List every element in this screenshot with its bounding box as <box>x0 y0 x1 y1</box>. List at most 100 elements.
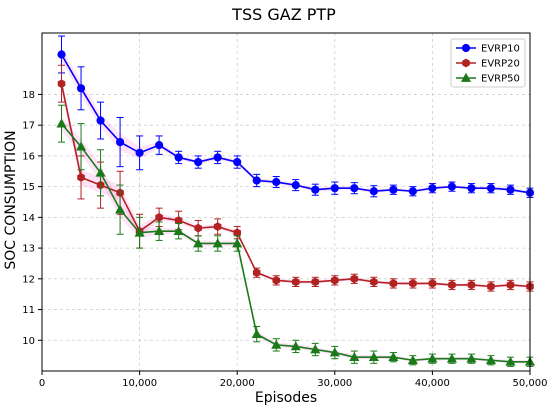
data-point-evrp10 <box>350 184 359 193</box>
data-point-evrp10 <box>506 185 515 194</box>
data-point-evrp10 <box>233 157 242 167</box>
x-tick-label: 20,000 <box>220 378 255 389</box>
y-axis-title: SOC CONSUMPTION <box>3 130 19 269</box>
data-point-evrp20 <box>428 279 437 288</box>
data-point-evrp50 <box>505 356 516 366</box>
y-tick-label: 18 <box>22 90 35 101</box>
data-point-evrp50 <box>115 204 126 214</box>
data-point-evrp50 <box>56 118 67 128</box>
data-point-evrp50 <box>349 351 360 362</box>
data-point-evrp50 <box>95 167 106 177</box>
chart-title: TSS GAZ PTP <box>231 5 336 24</box>
data-point-evrp10 <box>408 187 417 196</box>
legend-label-evrp10: EVRP10 <box>481 44 520 55</box>
y-axis: 10 11 12 13 14 15 16 17 18 <box>22 90 42 347</box>
data-point-evrp10 <box>330 184 339 193</box>
data-point-evrp10 <box>447 182 457 191</box>
data-point-evrp10 <box>486 184 496 193</box>
x-tick-label: 0 <box>39 378 45 389</box>
data-point-evrp10 <box>96 116 105 125</box>
data-point-evrp50 <box>232 238 243 248</box>
error-bands <box>61 48 531 364</box>
series-evrp10 <box>57 35 535 198</box>
series-evrp20 <box>57 64 534 292</box>
data-point-evrp20 <box>291 277 300 287</box>
data-point-evrp50 <box>173 225 184 236</box>
data-point-evrp20 <box>448 280 456 290</box>
data-point-evrp20 <box>252 268 261 278</box>
data-point-evrp50 <box>466 353 477 363</box>
data-point-evrp10 <box>311 185 320 194</box>
data-point-evrp20 <box>331 275 339 285</box>
data-point-evrp10 <box>389 185 398 194</box>
data-point-evrp50 <box>75 141 87 151</box>
data-point-evrp50 <box>427 353 438 363</box>
legend-marker-evrp20 <box>462 58 470 68</box>
data-point-evrp10 <box>194 157 203 167</box>
legend-marker-evrp10 <box>461 43 471 53</box>
data-point-evrp50 <box>290 341 301 351</box>
data-point-evrp50 <box>134 227 145 237</box>
data-point-evrp20 <box>57 79 66 89</box>
data-point-evrp10 <box>272 177 281 187</box>
data-point-evrp20 <box>487 282 495 291</box>
data-point-evrp10 <box>135 148 144 157</box>
data-point-evrp50 <box>251 328 262 338</box>
y-tick-label: 11 <box>22 305 35 316</box>
y-tick-label: 12 <box>22 274 35 285</box>
series-evrp50 <box>56 104 536 367</box>
legend-label-evrp50: EVRP50 <box>481 74 520 85</box>
data-point-evrp20 <box>311 277 320 287</box>
legend-label-evrp20: EVRP20 <box>481 59 520 70</box>
legend-marker-evrp50 <box>460 72 472 82</box>
x-tick-label: 50,000 <box>513 378 548 389</box>
data-point-evrp20 <box>213 222 222 231</box>
y-tick-label: 13 <box>22 244 35 255</box>
data-point-evrp10 <box>291 181 300 190</box>
data-point-evrp20 <box>350 274 359 284</box>
plot-frame <box>41 32 531 372</box>
data-point-evrp50 <box>485 355 497 365</box>
data-point-evrp50 <box>368 351 379 362</box>
data-point-evrp20 <box>272 275 281 285</box>
data-point-evrp20 <box>467 280 476 290</box>
data-point-evrp10 <box>467 184 476 193</box>
data-point-evrp50 <box>271 339 282 349</box>
y-tick-label: 10 <box>22 336 35 347</box>
y-tick-label: 17 <box>22 121 35 132</box>
legend-box <box>450 38 526 88</box>
data-point-evrp10 <box>57 50 66 59</box>
x-tick-label: 40,000 <box>415 378 450 389</box>
data-point-evrp10 <box>369 187 378 196</box>
data-point-evrp10 <box>174 153 183 162</box>
data-point-evrp20 <box>409 279 417 288</box>
data-point-evrp20 <box>194 223 202 233</box>
data-point-evrp20 <box>155 212 163 222</box>
y-tick-label: 15 <box>22 182 35 193</box>
data-point-evrp50 <box>154 225 165 236</box>
legend: EVRP10 EVRP20 EVRP50 <box>450 38 526 88</box>
x-axis: 0 10,000 20,000 30,000 40,000 50,000 <box>39 371 548 389</box>
data-point-evrp50 <box>446 353 457 363</box>
data-point-evrp50 <box>407 355 418 365</box>
x-tick-label: 10,000 <box>122 378 157 389</box>
data-point-evrp20 <box>506 280 515 290</box>
data-point-evrp50 <box>193 238 204 248</box>
data-point-evrp10 <box>76 84 86 93</box>
series-line-evrp50 <box>60 123 530 363</box>
data-point-evrp50 <box>212 238 223 248</box>
series-layer <box>56 35 536 367</box>
data-point-evrp50 <box>329 347 340 357</box>
y-tick-label: 14 <box>22 213 35 224</box>
data-point-evrp20 <box>77 173 85 182</box>
x-tick-label: 30,000 <box>317 378 352 389</box>
data-point-evrp10 <box>115 137 125 147</box>
data-point-evrp20 <box>370 277 378 287</box>
y-tick-label: 16 <box>22 151 35 162</box>
data-point-evrp20 <box>389 279 398 288</box>
x-axis-title: Episodes <box>255 390 317 406</box>
data-point-evrp10 <box>252 176 261 185</box>
data-point-evrp50 <box>310 344 321 354</box>
data-point-evrp50 <box>388 351 399 362</box>
